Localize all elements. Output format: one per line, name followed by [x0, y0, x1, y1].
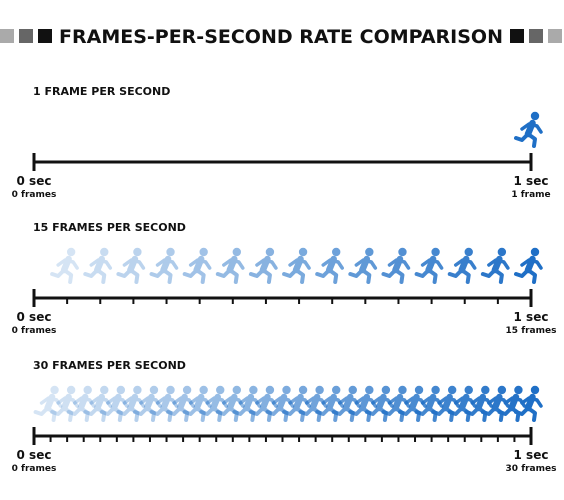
start-frames: 0 frames	[12, 464, 57, 474]
runner	[185, 248, 210, 282]
runner	[85, 248, 110, 282]
start-time: 0 sec	[17, 174, 52, 188]
runner	[118, 248, 143, 282]
start-frames: 0 frames	[12, 326, 57, 336]
runner	[284, 248, 309, 282]
runner	[152, 248, 177, 282]
runner	[516, 112, 541, 146]
end-frames: 1 frame	[511, 190, 550, 200]
runner	[450, 248, 475, 282]
end-frames: 15 frames	[506, 326, 557, 336]
end-frames: 30 frames	[506, 464, 557, 474]
start-time: 0 sec	[17, 310, 52, 324]
runner	[317, 248, 342, 282]
runner	[516, 248, 541, 282]
end-time: 1 sec	[514, 174, 549, 188]
section-label: 30 FRAMES PER SECOND	[33, 359, 186, 372]
end-time: 1 sec	[514, 310, 549, 324]
runner	[483, 248, 508, 282]
runner	[417, 248, 442, 282]
runner	[350, 248, 375, 282]
title: FRAMES-PER-SECOND RATE COMPARISON	[59, 26, 503, 48]
end-time: 1 sec	[514, 448, 549, 462]
section-label: 15 FRAMES PER SECOND	[33, 221, 186, 234]
start-frames: 0 frames	[12, 190, 57, 200]
runner	[251, 248, 276, 282]
section-label: 1 FRAME PER SECOND	[33, 85, 170, 98]
title-decor	[0, 29, 562, 43]
runner	[218, 248, 243, 282]
start-time: 0 sec	[17, 448, 52, 462]
runner	[383, 248, 408, 282]
runner	[52, 248, 77, 282]
